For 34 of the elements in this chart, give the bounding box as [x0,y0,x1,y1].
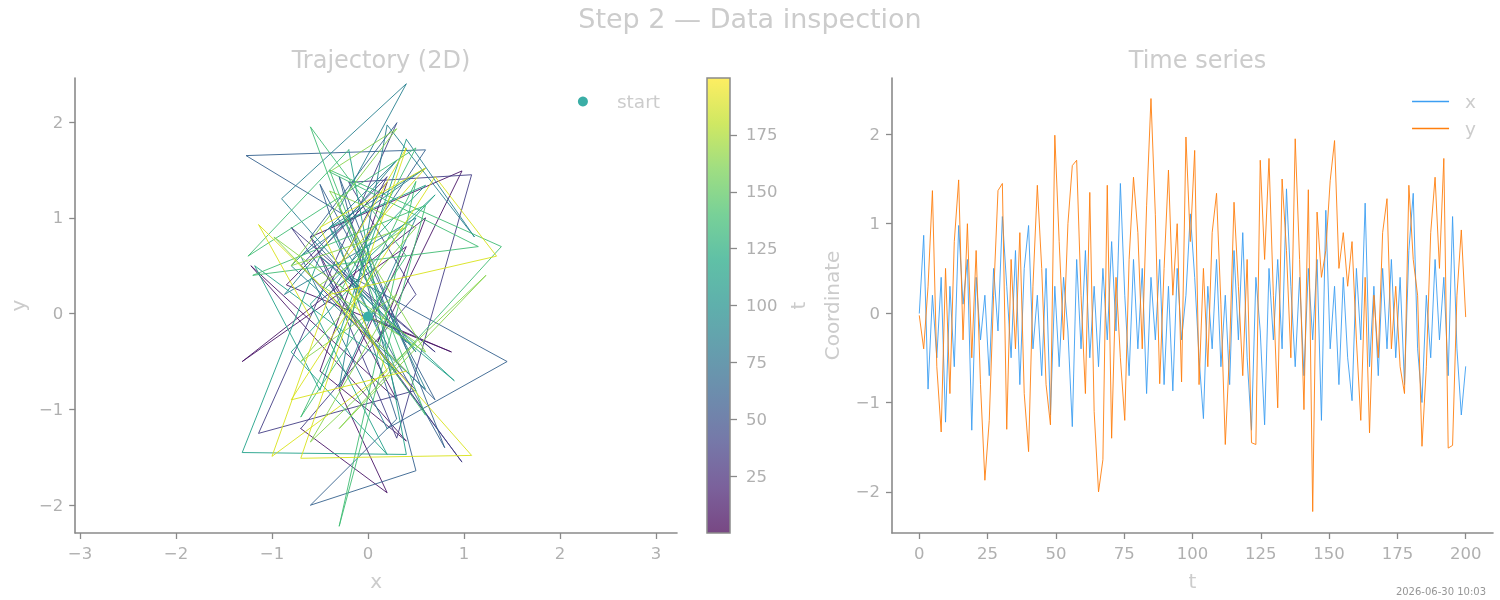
x-tick-label: 2 [554,544,566,563]
color-bar-label: 100 [746,296,778,315]
x-tick-label: 0 [362,544,374,563]
text: 2026-06-30 10:03 [1395,585,1486,597]
x-tick-label: 0 [914,544,925,563]
x-tick-label: 175 [1381,544,1414,563]
color-bar-label: 125 [746,239,778,259]
x-tick-label: 50 [1045,544,1067,563]
color-bar-label: 25 [746,466,767,486]
y-tick-label: 1 [52,208,64,228]
x-tick-label: 125 [1245,544,1277,563]
x-tick-label: −3 [67,544,93,563]
x-tick-label: 1 [458,544,470,563]
color-bar-label: 75 [746,352,767,372]
y-tick-label: 0 [52,304,64,324]
y-tick-label: 0 [869,303,880,323]
x-tick-label: 25 [977,544,999,563]
y-tick-label: 1 [869,214,880,234]
y-tick-label: −2 [38,495,64,515]
color-bar-label: 50 [746,409,767,429]
y-tick-label: −1 [38,399,64,419]
color-bar-label: 150 [746,182,778,202]
y-tick-label: −2 [855,482,880,502]
y-tick-label: 2 [869,124,880,144]
y-tick-label: 2 [52,112,64,132]
y-tick-label: −1 [855,392,880,412]
color-bar-label: 175 [746,125,778,145]
x-tick-label: 3 [650,544,662,563]
x-tick-label: 150 [1313,544,1345,563]
x-tick-label: 75 [1113,544,1135,563]
x-tick-label: −1 [259,544,285,563]
x-tick-label: −2 [163,544,189,563]
x-tick-label: 100 [1176,544,1209,563]
x-tick-label: 200 [1449,544,1482,563]
